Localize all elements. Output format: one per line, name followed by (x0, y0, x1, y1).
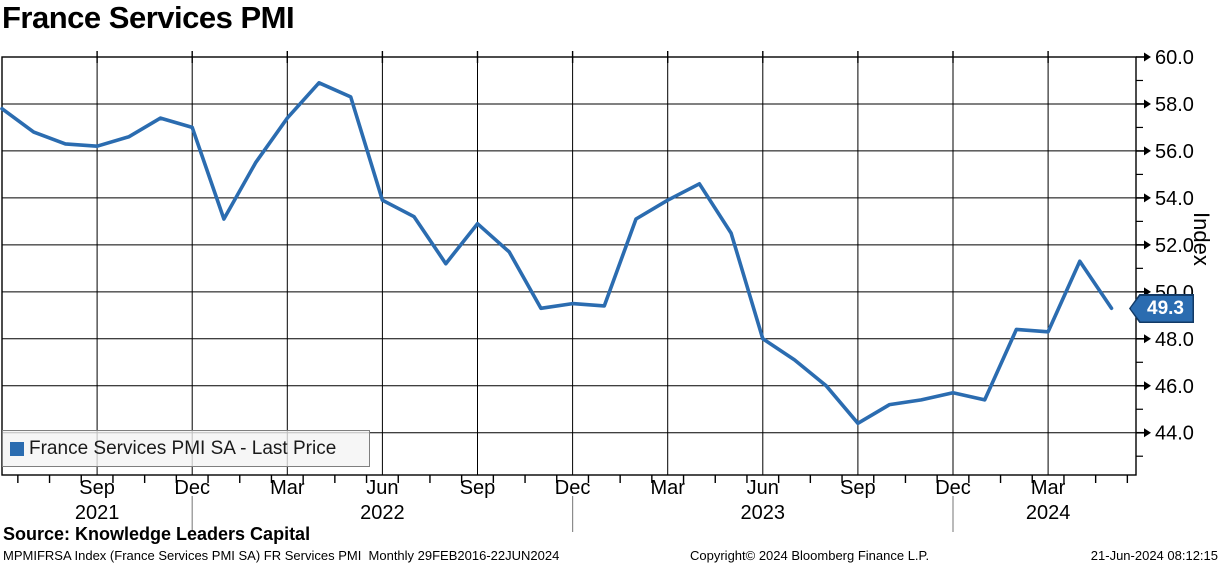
y-tick-arrow-icon (1144, 193, 1151, 203)
x-tick-label: Dec (935, 477, 971, 499)
x-tick-label: Sep (79, 477, 115, 499)
y-tick-label: 52.0 (1155, 235, 1194, 257)
y-tick-arrow-icon (1144, 428, 1151, 438)
x-tick-label: Mar (1031, 477, 1066, 499)
y-tick-label: 60.0 (1155, 47, 1194, 69)
source-line: Source: Knowledge Leaders Capital (3, 524, 311, 544)
last-price-badge: 49.3 (1129, 294, 1194, 323)
y-tick-arrow-icon (1144, 52, 1151, 62)
y-axis-title: Index (1189, 212, 1214, 266)
plot-frame (1, 56, 1137, 476)
y-tick-arrow-icon (1144, 146, 1151, 156)
x-tick-label: Mar (270, 477, 305, 499)
y-tick-label: 46.0 (1155, 376, 1194, 398)
y-tick-label: 54.0 (1155, 188, 1194, 210)
y-tick-label: 58.0 (1155, 94, 1194, 116)
legend-label: France Services PMI SA - Last Price (29, 437, 337, 459)
footer-copyright: Copyright© 2024 Bloomberg Finance L.P. (690, 548, 930, 563)
footer-security-info: MPMIFRSA Index (France Services PMI SA) … (3, 548, 560, 563)
page-title: France Services PMI (2, 0, 295, 35)
x-year-label: 2022 (360, 502, 405, 524)
y-tick-arrow-icon (1144, 381, 1151, 391)
y-tick-label: 48.0 (1155, 329, 1194, 351)
x-tick-label: Jun (747, 477, 779, 499)
y-tick-arrow-icon (1144, 334, 1151, 344)
y-tick-arrow-icon (1144, 99, 1151, 109)
y-tick-arrow-icon (1144, 240, 1151, 250)
y-tick-label: 56.0 (1155, 141, 1194, 163)
footer-timestamp: 21-Jun-2024 08:12:15 (1090, 548, 1218, 563)
x-year-label: 2021 (75, 502, 120, 524)
x-tick-label: Jun (366, 477, 398, 499)
x-tick-label: Dec (174, 477, 210, 499)
x-year-label: 2023 (741, 502, 786, 524)
x-tick-label: Dec (555, 477, 591, 499)
series-line (0, 81, 1114, 426)
legend[interactable]: France Services PMI SA - Last Price (2, 430, 370, 467)
x-tick-label: Sep (460, 477, 496, 499)
x-year-label: 2024 (1026, 502, 1071, 524)
x-tick-label: Sep (840, 477, 876, 499)
y-tick-label: 44.0 (1155, 423, 1194, 445)
x-tick-label: Mar (650, 477, 685, 499)
last-price-value: 49.3 (1130, 295, 1193, 322)
legend-swatch-icon (10, 441, 24, 456)
